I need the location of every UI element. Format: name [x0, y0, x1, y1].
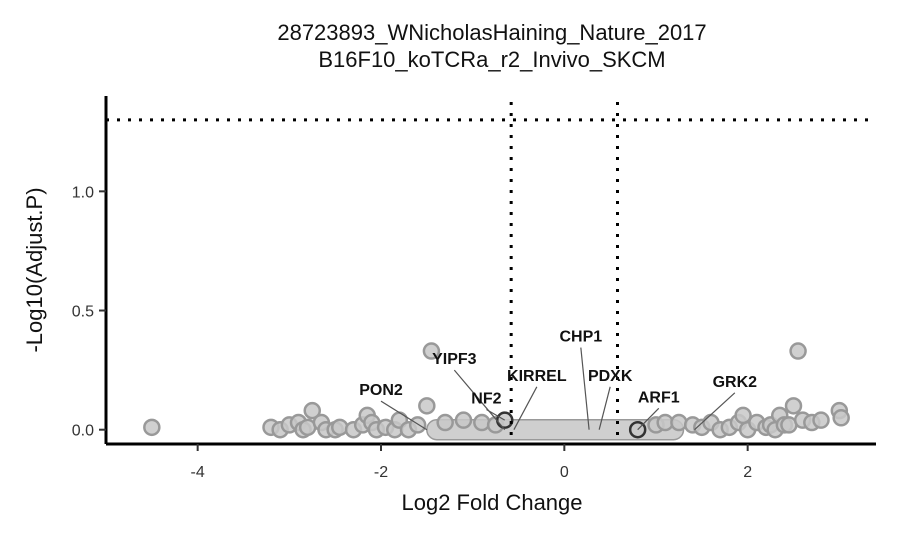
x-tick-label-3: 2: [743, 464, 752, 481]
data-point-49: [789, 342, 807, 360]
chart-title-line2: B16F10_koTCRa_r2_Invivo_SKCM: [318, 47, 665, 72]
x-tick-label-2: 0: [560, 464, 569, 481]
plot-area: -4 -2 0 2 0.0 0.5 1.0 PON2 YIPF3 NF2 KIRREL CHP1 PDX…: [72, 96, 876, 481]
gene-label-grk2: GRK2: [713, 374, 758, 391]
data-point-32: [670, 413, 688, 432]
label-leader-2: [486, 408, 506, 421]
y-tick-label-1: 0.5: [72, 304, 94, 321]
label-leader-1: [453, 369, 506, 431]
data-point-22: [418, 397, 436, 415]
data-point-0: [143, 418, 161, 437]
data-point-48: [784, 397, 803, 415]
x-axis-title: Log2 Fold Change: [401, 490, 582, 515]
y-tick-label-2: 1.0: [72, 184, 94, 201]
data-point-7: [303, 401, 321, 420]
gene-label-nf2: NF2: [471, 390, 501, 407]
x-tick-label-0: -4: [191, 464, 205, 481]
label-leader-6: [637, 407, 660, 431]
label-leader-4: [580, 347, 590, 430]
data-point-26: [473, 413, 491, 432]
gene-label-pdxk: PDXK: [588, 368, 633, 385]
gene-label-pon2: PON2: [359, 382, 403, 399]
y-tick-label-0: 0.0: [72, 423, 94, 440]
label-leader-0: [380, 400, 428, 431]
x-tick-label-1: -2: [374, 464, 388, 481]
chart-title-line1: 28723893_WNicholasHaining_Nature_2017: [277, 20, 706, 45]
data-point-11: [331, 418, 349, 437]
data-point-23: [422, 342, 441, 360]
label-leader-5: [598, 386, 611, 430]
data-point-25: [454, 411, 473, 429]
data-point-21: [408, 416, 427, 434]
y-axis-title: -Log10(Adjust.P): [22, 187, 47, 352]
data-point-54: [832, 409, 850, 427]
gene-label-arf1: ARF1: [638, 389, 680, 406]
data-point-52: [812, 411, 830, 429]
label-leader-3: [513, 386, 538, 430]
gene-label-yipf3: YIPF3: [432, 351, 477, 368]
gene-label-chp1: CHP1: [559, 329, 602, 346]
gene-label-kirrel: KIRREL: [507, 368, 567, 385]
data-point-24: [436, 413, 454, 432]
label-leader-7: [694, 392, 736, 431]
